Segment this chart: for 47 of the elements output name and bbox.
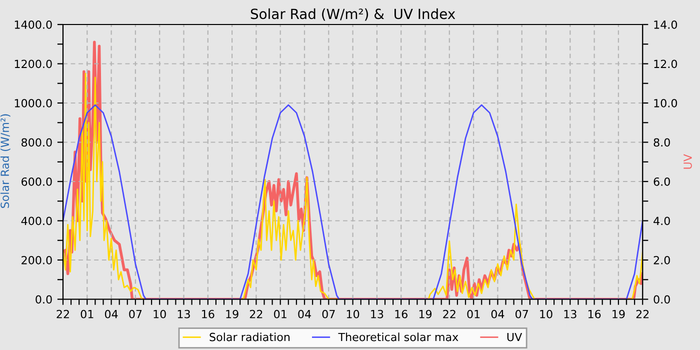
x-tick-label: 07 xyxy=(322,310,335,318)
y-tick-label: 800.0 xyxy=(22,138,52,147)
x-tick-label: 04 xyxy=(298,310,311,318)
legend-label: Theoretical solar max xyxy=(338,332,458,342)
x-tick-label: 07 xyxy=(516,310,528,318)
x-tick-label: 04 xyxy=(104,310,118,318)
x-tick-label: 16 xyxy=(588,310,601,318)
legend-label: UV xyxy=(507,332,522,342)
x-tick-label: 10 xyxy=(540,310,552,318)
y2-tick-label: 4.0 xyxy=(654,216,670,226)
x-tick-label: 01 xyxy=(274,310,286,318)
x-tick-label: 16 xyxy=(395,310,408,318)
y2-tick-label: 6.0 xyxy=(654,177,670,186)
x-tick-label: 19 xyxy=(419,310,432,318)
x-tick-label: 10 xyxy=(154,310,166,318)
y2-tick-label: 12.0 xyxy=(654,60,678,68)
y2-tick-label: 8.0 xyxy=(654,138,670,147)
x-tick-label: 22 xyxy=(56,310,69,318)
x-tick-label: 19 xyxy=(612,310,625,318)
x-tick-label: 22 xyxy=(636,310,649,318)
y-axis-title: Solar Rad (W/m²) xyxy=(0,114,10,208)
y-tick-label: 200.0 xyxy=(22,256,52,264)
x-tick-label: 22 xyxy=(250,310,262,318)
y-tick-label: 0.0 xyxy=(36,295,52,304)
x-tick-label: 01 xyxy=(80,310,94,318)
x-tick-label: 22 xyxy=(443,310,456,318)
chart-title: Solar Rad (W/m²) & UV Index xyxy=(250,8,456,21)
legend-label: Solar radiation xyxy=(210,332,290,342)
y-tick-label: 1400.0 xyxy=(14,20,52,29)
y-tick-label: 1200.0 xyxy=(14,60,52,68)
y2-tick-label: 10.0 xyxy=(654,98,678,108)
y2-tick-label: 0.0 xyxy=(654,295,670,304)
y2-tick-label: 14.0 xyxy=(654,20,678,29)
y2-axis-title: UV xyxy=(684,154,692,169)
y2-tick-label: 2.0 xyxy=(654,256,670,264)
x-tick-label: 13 xyxy=(564,310,576,318)
x-tick-label: 01 xyxy=(467,310,480,318)
x-tick-label: 16 xyxy=(202,310,214,318)
y-tick-label: 600.0 xyxy=(22,177,52,186)
x-tick-label: 13 xyxy=(178,310,190,318)
y-tick-label: 400.0 xyxy=(21,216,52,226)
y-tick-label: 1000.0 xyxy=(14,98,52,108)
x-tick-label: 13 xyxy=(371,310,384,318)
x-tick-label: 19 xyxy=(226,310,238,318)
x-tick-label: 10 xyxy=(346,310,360,318)
x-tick-label: 07 xyxy=(129,310,142,318)
x-tick-label: 04 xyxy=(491,310,504,318)
